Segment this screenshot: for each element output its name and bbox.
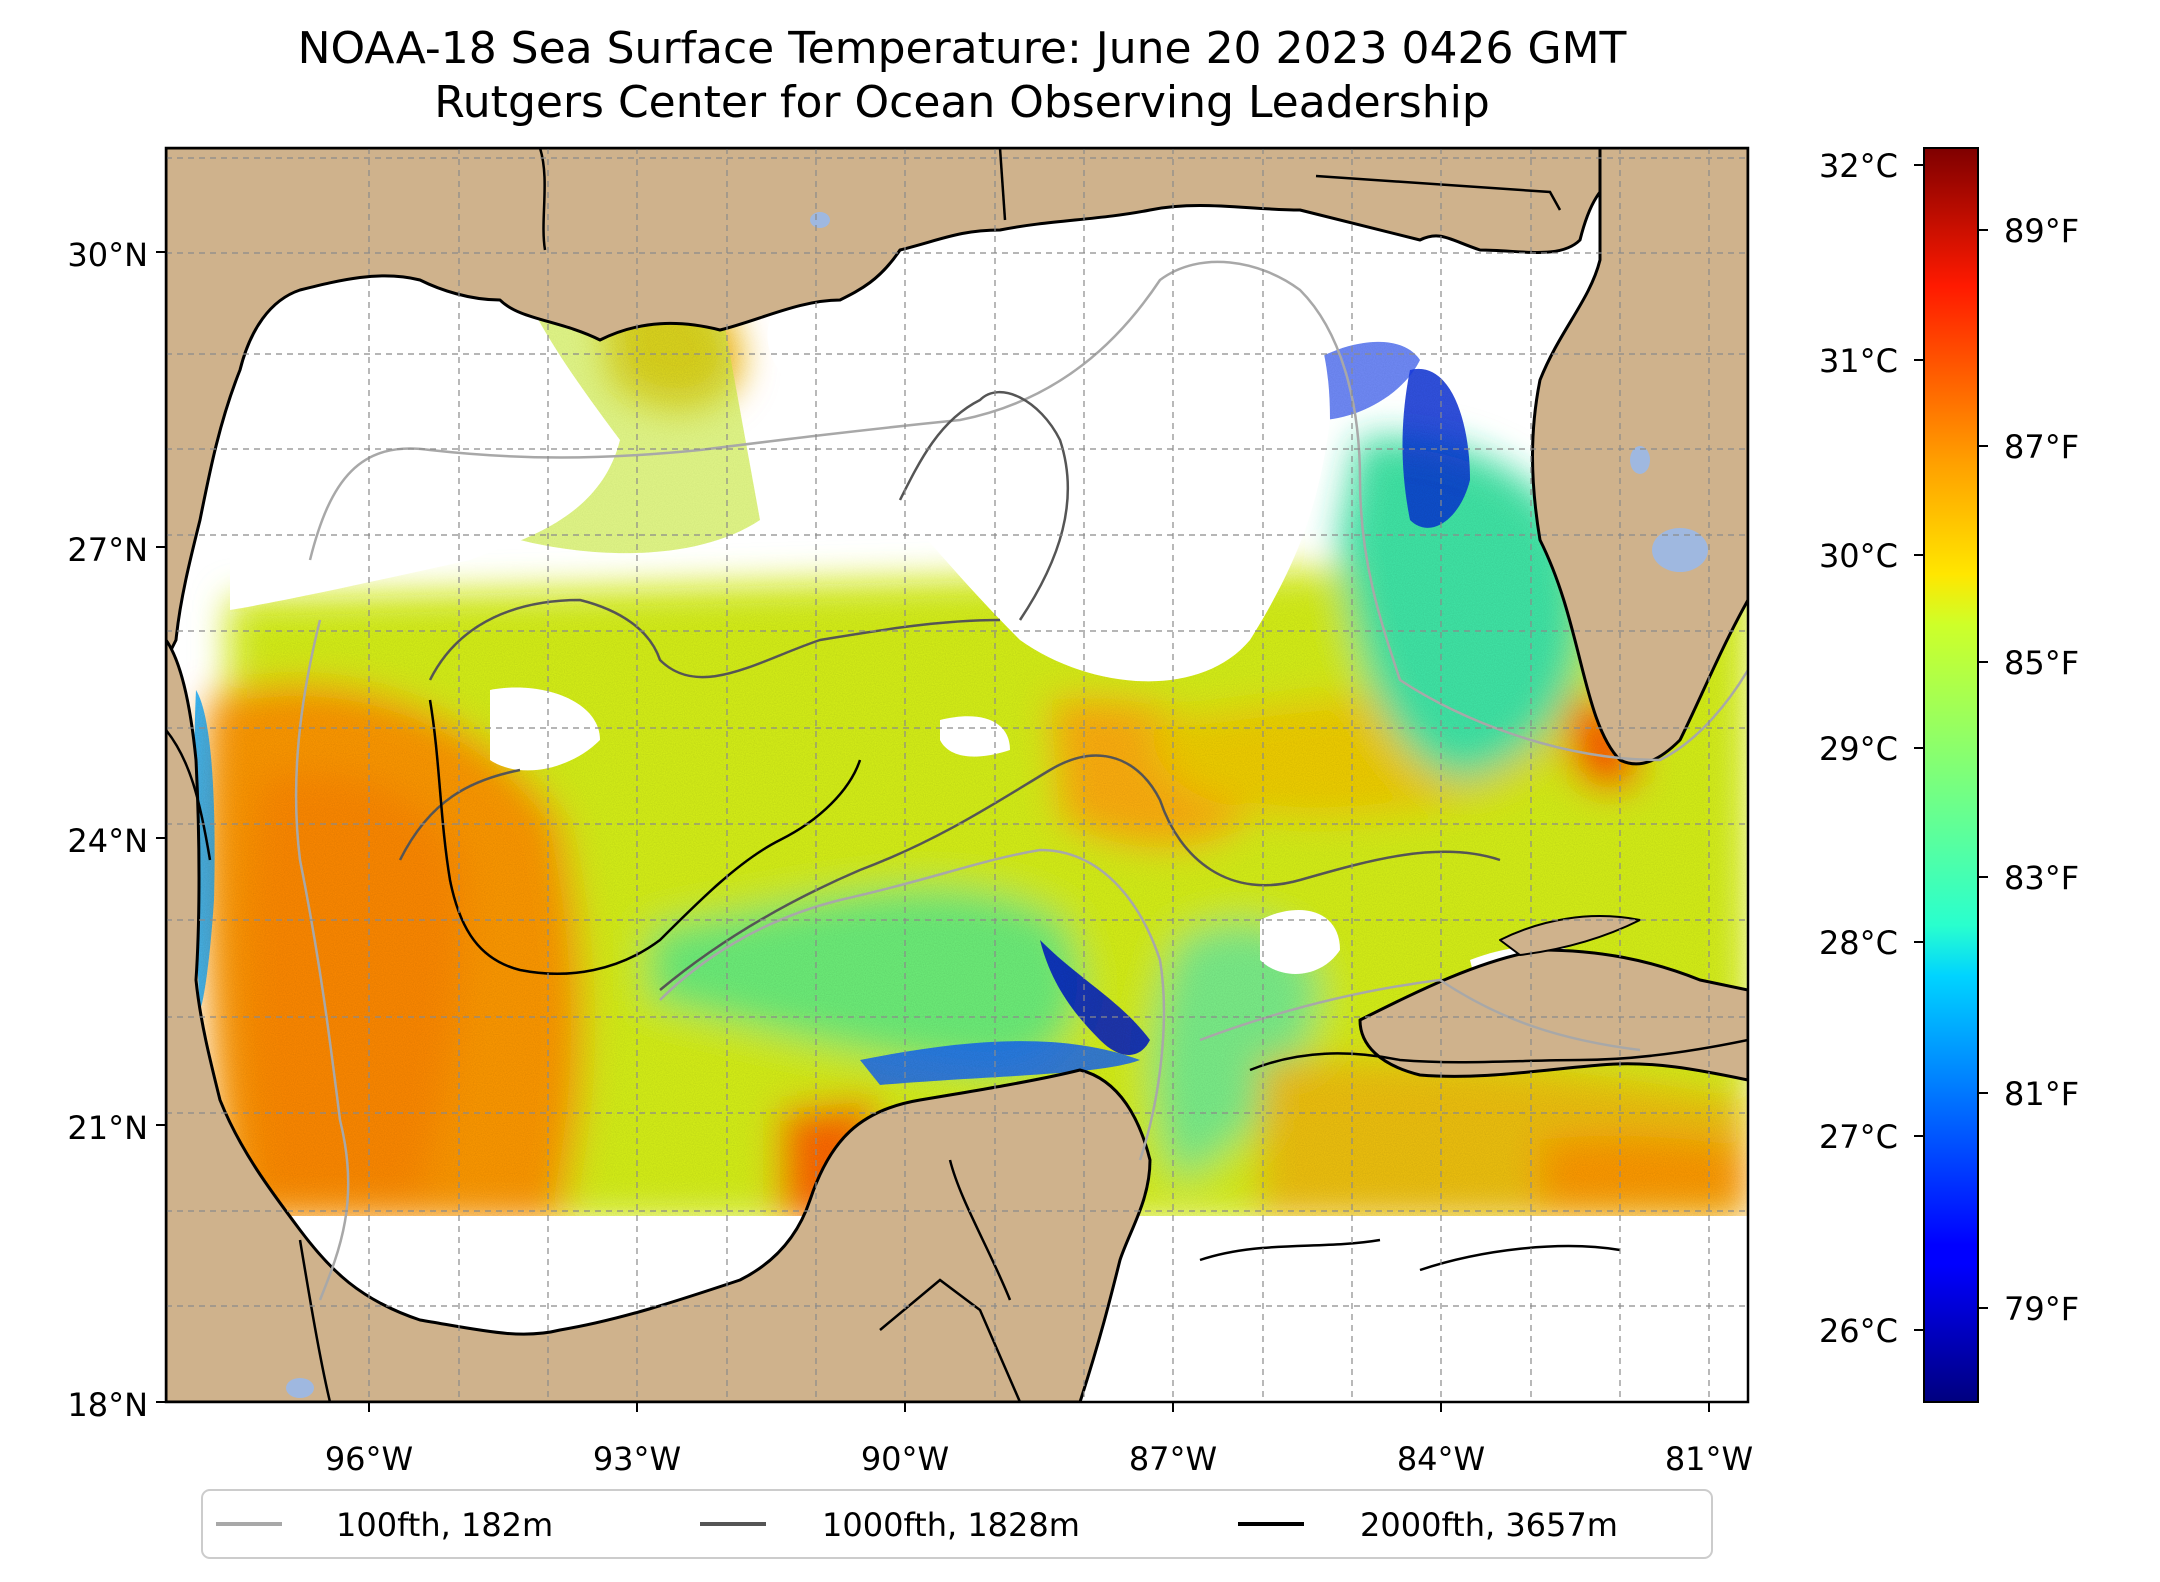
colorbar-celsius-ticks: 32°C 31°C 30°C 29°C 28°C 27°C 26°C bbox=[1819, 147, 1924, 1350]
lon-axis: 96°W 93°W 90°W 87°W 84°W 81°W bbox=[325, 1402, 1753, 1478]
c-label-26: 26°C bbox=[1819, 1312, 1898, 1350]
colorbar-fahrenheit-ticks: 89°F 87°F 85°F 83°F 81°F 79°F bbox=[1978, 212, 2079, 1328]
map-panel bbox=[166, 148, 1748, 1402]
f-label-89: 89°F bbox=[2004, 212, 2079, 250]
lat-axis: 30°N 27°N 24°N 21°N 18°N bbox=[67, 236, 166, 1424]
legend-box bbox=[201, 1489, 1713, 1559]
bathymetry-contours bbox=[294, 260, 1748, 1301]
lat-label-27: 27°N bbox=[67, 531, 148, 569]
contour-1000fth bbox=[398, 390, 1501, 991]
sst-field bbox=[172, 268, 1748, 1220]
lat-label-21: 21°N bbox=[67, 1109, 148, 1147]
f-label-83: 83°F bbox=[2004, 859, 2079, 897]
no-data-mask bbox=[166, 206, 1748, 1402]
c-label-28: 28°C bbox=[1819, 924, 1898, 962]
f-label-85: 85°F bbox=[2004, 644, 2079, 682]
lon-label-87: 87°W bbox=[1129, 1440, 1217, 1478]
legend-label-1000fth: 1000fth, 1828m bbox=[822, 1506, 1080, 1544]
c-label-32: 32°C bbox=[1819, 147, 1898, 185]
borders bbox=[166, 148, 1562, 1402]
lon-label-93: 93°W bbox=[593, 1440, 681, 1478]
contour-100fth bbox=[294, 260, 1748, 1301]
legend: 100fth, 182m 1000fth, 1828m 2000fth, 365… bbox=[201, 1489, 1713, 1559]
gridlines bbox=[166, 148, 1748, 1402]
map-title: NOAA-18 Sea Surface Temperature: June 20… bbox=[297, 23, 1627, 74]
lat-label-18: 18°N bbox=[67, 1386, 148, 1424]
lat-label-24: 24°N bbox=[67, 822, 148, 860]
colorbar-gradient bbox=[1923, 147, 1979, 1403]
c-label-27: 27°C bbox=[1819, 1118, 1898, 1156]
map-frame bbox=[164, 146, 1750, 1404]
legend-label-100fth: 100fth, 182m bbox=[336, 1506, 553, 1544]
lon-label-84: 84°W bbox=[1397, 1440, 1485, 1478]
c-label-31: 31°C bbox=[1819, 342, 1898, 380]
lon-label-81: 81°W bbox=[1665, 1440, 1753, 1478]
lon-label-90: 90°W bbox=[861, 1440, 949, 1478]
map-subtitle: Rutgers Center for Ocean Observing Leade… bbox=[434, 77, 1490, 128]
contour-2000fth bbox=[428, 699, 1748, 1272]
lon-label-96: 96°W bbox=[325, 1440, 413, 1478]
lat-label-30: 30°N bbox=[67, 236, 148, 274]
lakes bbox=[286, 212, 1708, 1398]
f-label-79: 79°F bbox=[2004, 1290, 2079, 1328]
c-label-30: 30°C bbox=[1819, 537, 1898, 575]
legend-label-2000fth: 2000fth, 3657m bbox=[1360, 1506, 1618, 1544]
c-label-29: 29°C bbox=[1819, 730, 1898, 768]
f-label-87: 87°F bbox=[2004, 428, 2079, 466]
f-label-81: 81°F bbox=[2004, 1075, 2079, 1113]
colorbar: 32°C 31°C 30°C 29°C 28°C 27°C 26°C 89°F … bbox=[1819, 147, 2079, 1403]
